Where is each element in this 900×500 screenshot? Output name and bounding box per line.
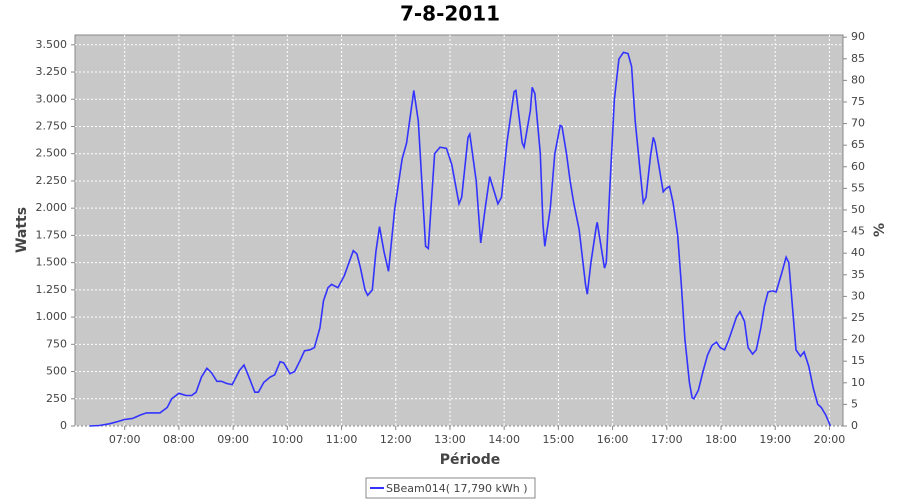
- y-tick-label: 1.250: [36, 283, 68, 296]
- y-tick-label: 3.000: [36, 92, 68, 105]
- y2-tick-label: 85: [851, 52, 865, 65]
- x-tick-label: 17:00: [651, 433, 683, 446]
- y2-tick-label: 0: [851, 419, 858, 432]
- y2-tick-label: 60: [851, 160, 865, 173]
- y2-tick-label: 40: [851, 246, 865, 259]
- y-tick-label: 1.000: [36, 310, 68, 323]
- legend-label: SBeam014( 17,790 kWh ): [386, 482, 528, 495]
- y-tick-label: 3.250: [36, 65, 68, 78]
- y2-tick-label: 15: [851, 354, 865, 367]
- y2-tick-label: 5: [851, 397, 858, 410]
- y2-tick-label: 65: [851, 138, 865, 151]
- y-tick-label: 1.500: [36, 256, 68, 269]
- y2-tick-label: 50: [851, 203, 865, 216]
- x-tick-label: 13:00: [434, 433, 466, 446]
- y2-tick-label: 55: [851, 181, 865, 194]
- y2-tick-label: 10: [851, 376, 865, 389]
- y-tick-label: 2.000: [36, 201, 68, 214]
- x-tick-label: 08:00: [163, 433, 195, 446]
- x-tick-label: 18:00: [705, 433, 737, 446]
- x-tick-label: 11:00: [326, 433, 358, 446]
- x-tick-label: 10:00: [271, 433, 303, 446]
- y-tick-label: 2.500: [36, 147, 68, 160]
- y-axis-label: Watts: [14, 207, 30, 253]
- x-tick-label: 16:00: [597, 433, 629, 446]
- y-tick-label: 2.250: [36, 174, 68, 187]
- y2-tick-label: 20: [851, 333, 865, 346]
- x-axis-label: Période: [440, 452, 501, 468]
- y-tick-label: 250: [46, 392, 67, 405]
- y-tick-label: 500: [46, 365, 67, 378]
- y2-tick-label: 35: [851, 268, 865, 281]
- y-tick-label: 3.500: [36, 38, 68, 51]
- y2-tick-label: 25: [851, 311, 865, 324]
- chart-title: 7-8-2011: [400, 2, 500, 26]
- y2-tick-label: 70: [851, 117, 865, 130]
- line-series: [89, 51, 832, 427]
- x-tick-label: 09:00: [217, 433, 249, 446]
- x-tick-label: 14:00: [488, 433, 520, 446]
- legend-box: [365, 477, 536, 499]
- x-tick-label: 15:00: [543, 433, 575, 446]
- y2-axis-label: %: [872, 223, 888, 237]
- y-tick-label: 1.750: [36, 228, 68, 241]
- y2-tick-label: 90: [851, 30, 865, 43]
- x-tick-label: 07:00: [109, 433, 141, 446]
- y-tick-label: 0: [60, 419, 67, 432]
- y-tick-label: 750: [46, 337, 67, 350]
- x-tick-label: 12:00: [380, 433, 412, 446]
- plot-background: [74, 34, 844, 427]
- y2-tick-label: 30: [851, 289, 865, 302]
- y2-tick-label: 45: [851, 225, 865, 238]
- x-tick-label: 19:00: [759, 433, 791, 446]
- y2-tick-label: 80: [851, 73, 865, 86]
- x-tick-label: 20:00: [814, 433, 846, 446]
- y-tick-label: 2.750: [36, 119, 68, 132]
- y2-tick-label: 75: [851, 95, 865, 108]
